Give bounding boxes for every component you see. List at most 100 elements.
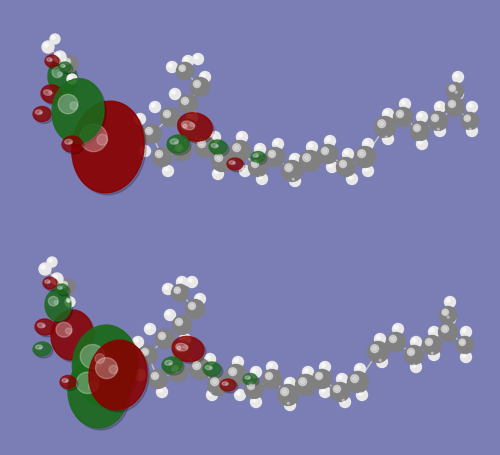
Circle shape [377, 336, 380, 339]
Circle shape [45, 45, 47, 47]
Ellipse shape [48, 297, 58, 306]
Circle shape [300, 151, 320, 172]
Circle shape [382, 134, 394, 145]
Circle shape [318, 145, 338, 164]
Circle shape [356, 365, 360, 369]
Circle shape [296, 375, 316, 395]
Ellipse shape [174, 142, 178, 144]
Circle shape [430, 351, 434, 355]
Ellipse shape [88, 382, 98, 391]
Circle shape [179, 279, 182, 282]
Circle shape [359, 392, 362, 394]
Circle shape [418, 114, 422, 118]
Circle shape [466, 102, 477, 113]
Ellipse shape [63, 66, 65, 68]
Circle shape [189, 279, 192, 282]
Circle shape [468, 128, 472, 132]
Circle shape [280, 388, 288, 396]
Circle shape [409, 350, 413, 354]
Circle shape [302, 154, 310, 162]
Ellipse shape [215, 146, 218, 147]
Circle shape [44, 44, 48, 48]
Circle shape [134, 369, 145, 381]
Circle shape [455, 75, 458, 77]
Ellipse shape [39, 113, 42, 115]
Circle shape [195, 83, 199, 86]
Ellipse shape [97, 135, 108, 146]
Circle shape [250, 367, 262, 378]
Circle shape [357, 366, 360, 369]
Circle shape [188, 114, 192, 118]
Circle shape [452, 89, 464, 100]
Circle shape [182, 123, 188, 130]
Ellipse shape [243, 374, 257, 384]
Circle shape [186, 300, 204, 319]
Circle shape [338, 375, 342, 379]
Circle shape [153, 374, 157, 378]
Circle shape [176, 277, 188, 288]
Ellipse shape [72, 102, 144, 193]
Ellipse shape [38, 323, 45, 328]
Circle shape [317, 374, 321, 378]
Circle shape [244, 379, 264, 399]
Circle shape [286, 401, 290, 405]
Circle shape [206, 355, 210, 359]
Circle shape [413, 364, 416, 366]
Circle shape [156, 387, 168, 398]
Circle shape [368, 342, 388, 363]
Circle shape [57, 55, 59, 57]
Circle shape [436, 104, 440, 108]
Ellipse shape [33, 342, 51, 356]
Circle shape [418, 141, 422, 145]
Circle shape [396, 111, 404, 118]
Ellipse shape [70, 358, 130, 430]
Circle shape [269, 364, 272, 366]
Circle shape [300, 380, 304, 384]
Ellipse shape [96, 358, 118, 379]
Circle shape [186, 112, 198, 123]
Circle shape [419, 115, 422, 117]
Ellipse shape [48, 61, 76, 95]
Circle shape [350, 375, 358, 383]
Circle shape [190, 359, 210, 379]
Circle shape [204, 354, 216, 365]
Circle shape [434, 126, 446, 137]
Ellipse shape [62, 378, 78, 391]
Circle shape [384, 136, 388, 140]
Ellipse shape [43, 278, 57, 289]
Ellipse shape [44, 91, 52, 96]
Circle shape [192, 362, 200, 370]
Ellipse shape [45, 280, 50, 284]
Circle shape [412, 364, 416, 368]
Ellipse shape [162, 357, 182, 373]
Circle shape [235, 359, 238, 361]
Ellipse shape [165, 360, 172, 365]
Circle shape [66, 299, 70, 303]
Circle shape [286, 379, 290, 384]
Circle shape [194, 81, 200, 88]
Circle shape [322, 389, 324, 391]
Ellipse shape [91, 342, 149, 412]
Circle shape [292, 179, 294, 181]
Circle shape [250, 397, 262, 408]
Ellipse shape [209, 367, 212, 369]
Ellipse shape [35, 344, 53, 358]
Circle shape [249, 384, 253, 388]
Ellipse shape [45, 289, 71, 321]
Circle shape [330, 383, 349, 402]
Circle shape [210, 378, 218, 386]
Circle shape [142, 125, 162, 144]
Circle shape [268, 364, 272, 368]
Circle shape [48, 259, 52, 263]
Circle shape [164, 111, 170, 118]
Circle shape [177, 346, 181, 350]
Circle shape [466, 126, 477, 137]
Circle shape [252, 161, 258, 168]
Ellipse shape [220, 379, 236, 391]
Circle shape [321, 364, 326, 368]
Circle shape [340, 397, 350, 408]
Ellipse shape [253, 154, 267, 165]
Ellipse shape [211, 143, 229, 157]
Circle shape [178, 120, 198, 139]
Ellipse shape [56, 284, 68, 294]
